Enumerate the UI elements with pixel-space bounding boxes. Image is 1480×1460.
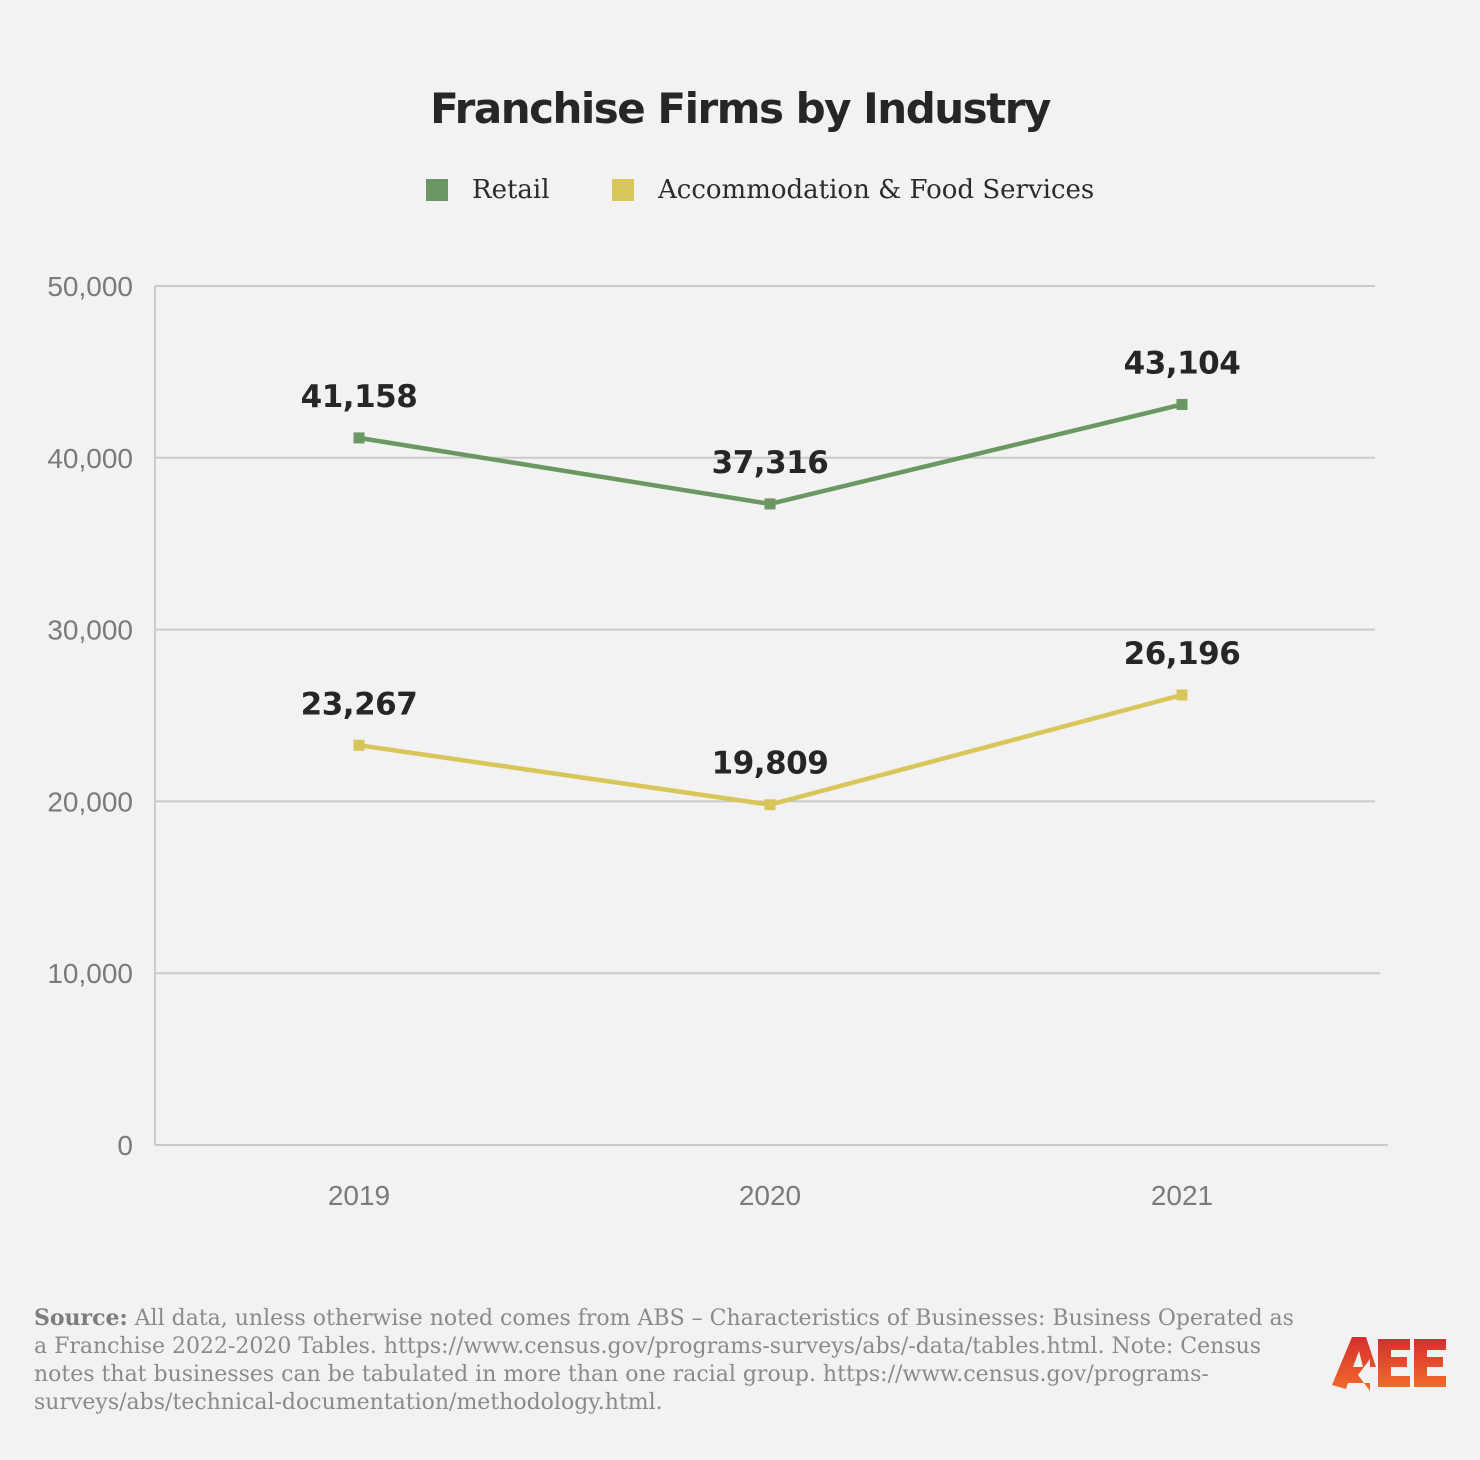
y-tick-label: 40,000: [47, 443, 133, 474]
data-point: [353, 432, 365, 444]
data-label: 23,267: [301, 686, 418, 722]
chart-legend: Retail Accommodation & Food Services: [0, 170, 1480, 210]
data-label: 26,196: [1124, 636, 1241, 672]
legend-swatch-retail: [426, 179, 448, 201]
y-tick-label: 30,000: [47, 615, 133, 646]
aee-logo: [1332, 1337, 1446, 1391]
data-label: 19,809: [712, 746, 829, 782]
data-label: 37,316: [712, 445, 829, 481]
data-point: [764, 799, 776, 811]
x-tick-label: 2020: [739, 1180, 801, 1211]
x-tick-label: 2021: [1151, 1180, 1213, 1211]
legend-swatch-accommodation-food: [612, 179, 634, 201]
chart-title: Franchise Firms by Industry: [430, 84, 1051, 133]
y-tick-label: 0: [117, 1130, 133, 1161]
y-tick-label: 20,000: [47, 786, 133, 817]
data-label: 41,158: [301, 379, 418, 415]
legend-item-retail: Retail: [426, 170, 550, 210]
legend-item-accommodation-food: Accommodation & Food Services: [612, 170, 1094, 210]
x-tick-label: 2019: [328, 1180, 390, 1211]
data-point: [1176, 689, 1188, 701]
data-point: [353, 739, 365, 751]
y-tick-label: 50,000: [47, 271, 133, 302]
data-label: 43,104: [1124, 345, 1241, 381]
data-point: [1176, 398, 1188, 410]
legend-label-retail: Retail: [472, 175, 550, 205]
legend-label-accommodation-food: Accommodation & Food Services: [658, 175, 1095, 205]
line-chart: 0 10,000 20,000 30,000 40,000 50,000 2019 2020 2…: [47, 271, 1388, 1211]
y-tick-label: 10,000: [47, 958, 133, 989]
source-label: Source:: [34, 1305, 128, 1331]
source-note: Source: All data, unless otherwise noted…: [34, 1304, 1294, 1417]
data-point: [764, 498, 776, 510]
source-text: All data, unless otherwise noted comes f…: [34, 1306, 1294, 1415]
